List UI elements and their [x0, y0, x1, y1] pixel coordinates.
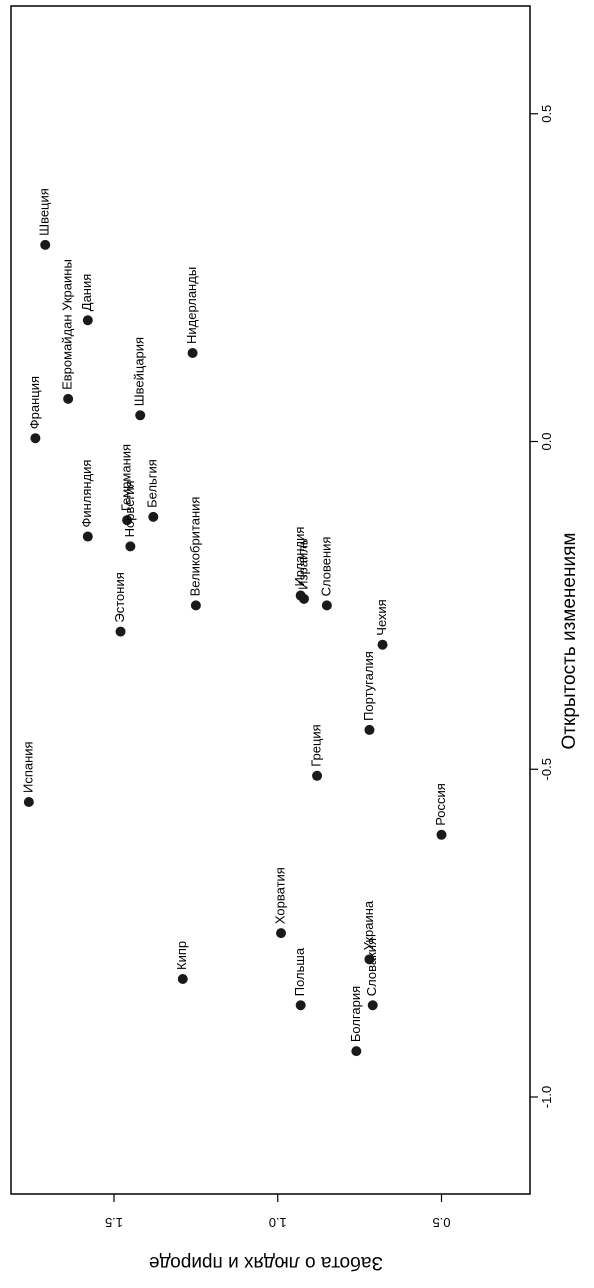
- y-tick-label: 1.5: [105, 1215, 123, 1230]
- data-point: [298, 593, 309, 604]
- data-point: [122, 515, 133, 526]
- data-point: [190, 600, 201, 611]
- point-label: Евромайдан Украины: [60, 259, 75, 390]
- data-point: [312, 770, 323, 781]
- data-point: [436, 829, 447, 840]
- x-tick-label: 0.5: [539, 105, 554, 123]
- data-point: [115, 626, 126, 637]
- data-point: [30, 433, 41, 444]
- point-label: Швейцария: [132, 337, 147, 406]
- data-point: [276, 928, 287, 939]
- point-label: Греция: [308, 724, 323, 767]
- data-point: [82, 531, 93, 542]
- point-label: Нидерланды: [184, 267, 199, 344]
- point-label: Болгария: [348, 986, 363, 1042]
- point-label: Великобритания: [187, 497, 202, 597]
- point-label: Кипр: [174, 941, 189, 970]
- point-label: Португалия: [361, 651, 376, 721]
- x-tick-label: 0.0: [539, 432, 554, 450]
- data-point: [148, 511, 159, 522]
- point-label: Словения: [318, 537, 333, 597]
- data-point: [364, 954, 375, 965]
- point-label: Россия: [433, 783, 448, 826]
- point-label: Эстония: [112, 572, 127, 622]
- point-label: Израиль: [295, 538, 310, 590]
- point-label: Ирландия: [292, 527, 307, 587]
- data-point: [367, 1000, 378, 1011]
- x-tick-label: -0.5: [539, 758, 554, 780]
- x-axis-label: Открытость изменениям: [559, 532, 580, 750]
- data-point: [364, 724, 375, 735]
- point-label: Испания: [20, 741, 35, 793]
- point-label: Норвегия: [122, 480, 137, 537]
- x-tick-label: -1.0: [539, 1086, 554, 1108]
- y-tick-label: 0.5: [432, 1215, 450, 1230]
- data-point: [351, 1046, 362, 1057]
- data-point: [177, 974, 188, 985]
- data-point: [23, 797, 34, 808]
- point-label: Швеция: [37, 188, 52, 236]
- data-point: [321, 600, 332, 611]
- data-point: [63, 393, 74, 404]
- y-axis-label: Забота о людях и природе: [148, 1252, 384, 1273]
- point-label: Украина: [361, 900, 376, 950]
- data-point: [295, 1000, 306, 1011]
- point-label: Хорватия: [272, 867, 287, 924]
- point-label: Чехия: [374, 599, 389, 635]
- point-label: Польша: [292, 947, 307, 996]
- point-label: Финляндия: [79, 460, 94, 528]
- data-point: [377, 639, 388, 650]
- point-label: Словакия: [364, 938, 379, 996]
- point-label: Гемрмания: [119, 444, 134, 511]
- data-point: [187, 348, 198, 359]
- data-point: [135, 410, 146, 421]
- point-label: Дания: [79, 274, 94, 312]
- point-label: Бельгия: [145, 459, 160, 508]
- data-point: [82, 315, 93, 326]
- data-point: [40, 239, 51, 250]
- data-point: [125, 541, 136, 552]
- point-label: Франция: [27, 376, 42, 429]
- y-tick-label: 1.0: [269, 1215, 287, 1230]
- plot-frame: [10, 5, 531, 1195]
